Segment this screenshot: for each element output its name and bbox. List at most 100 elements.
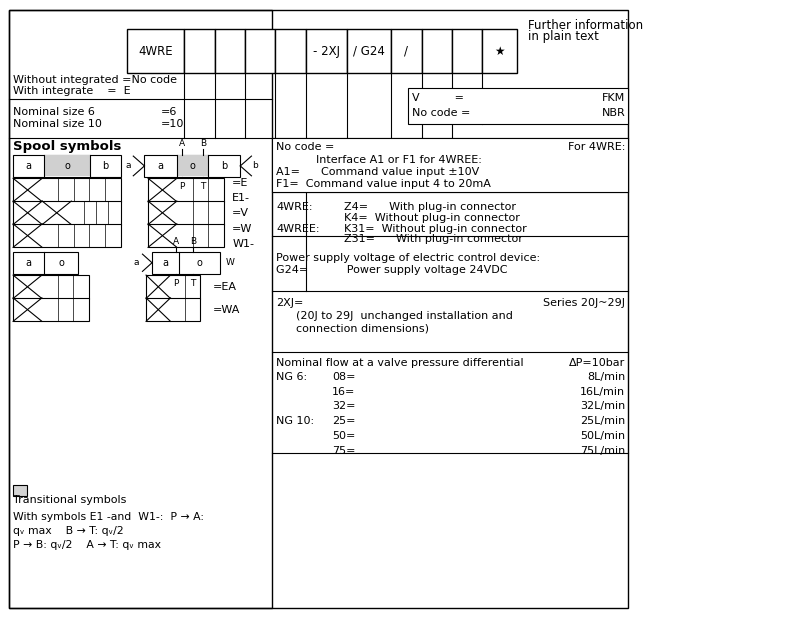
Text: 8L/min: 8L/min xyxy=(587,372,626,382)
Text: 25=: 25= xyxy=(332,417,356,426)
Bar xyxy=(184,29,214,74)
Text: B: B xyxy=(190,237,196,246)
Bar xyxy=(275,29,306,74)
Text: 16L/min: 16L/min xyxy=(580,387,626,397)
Text: 50L/min: 50L/min xyxy=(580,431,626,441)
Text: a: a xyxy=(126,161,131,171)
Text: W1-: W1- xyxy=(232,239,254,248)
Text: K31=  Without plug-in connector: K31= Without plug-in connector xyxy=(344,224,527,234)
Text: =W: =W xyxy=(232,224,253,234)
Text: a: a xyxy=(158,161,164,171)
Text: o: o xyxy=(190,161,195,171)
Text: With symbols E1 -and  W1-:  P → A:: With symbols E1 -and W1-: P → A: xyxy=(13,512,204,522)
Text: =6: =6 xyxy=(161,107,177,117)
Text: Z31=      With plug-in connector: Z31= With plug-in connector xyxy=(344,234,523,244)
Text: / G24: / G24 xyxy=(354,44,385,57)
Bar xyxy=(13,485,27,496)
Text: o: o xyxy=(64,161,70,171)
Bar xyxy=(148,201,224,224)
Text: A: A xyxy=(173,237,179,246)
Text: a: a xyxy=(162,258,169,268)
Bar xyxy=(9,10,272,608)
Bar xyxy=(13,178,121,201)
Text: a: a xyxy=(26,161,32,171)
Text: 50=: 50= xyxy=(332,431,355,441)
Bar xyxy=(214,29,245,74)
Text: 4WRE: 4WRE xyxy=(138,44,173,57)
Bar xyxy=(152,252,220,274)
Text: V          =: V = xyxy=(412,93,464,103)
Text: NBR: NBR xyxy=(602,108,626,118)
Bar xyxy=(422,29,452,74)
Bar xyxy=(347,29,391,74)
Text: NG 10:: NG 10: xyxy=(276,417,314,426)
Text: 16=: 16= xyxy=(332,387,355,397)
Text: Nominal size 10: Nominal size 10 xyxy=(13,119,102,129)
Text: T: T xyxy=(200,182,206,192)
Text: No code =: No code = xyxy=(412,108,470,118)
Text: T: T xyxy=(190,279,195,287)
Bar xyxy=(148,224,224,247)
Text: A: A xyxy=(178,139,185,148)
Text: NG 6:: NG 6: xyxy=(276,372,307,382)
Text: qᵥ max    B → T: qᵥ/2: qᵥ max B → T: qᵥ/2 xyxy=(13,526,123,536)
Text: With integrate    =  E: With integrate = E xyxy=(13,86,130,96)
Text: FKM: FKM xyxy=(602,93,626,103)
Text: Power supply voltage of electric control device:: Power supply voltage of electric control… xyxy=(276,253,540,263)
Bar xyxy=(146,298,200,321)
Text: For 4WRE:: For 4WRE: xyxy=(568,142,626,153)
Bar xyxy=(13,252,78,274)
Bar xyxy=(13,224,121,247)
Text: B: B xyxy=(200,139,206,148)
Text: Spool symbols: Spool symbols xyxy=(13,140,121,153)
Text: K4=  Without plug-in connector: K4= Without plug-in connector xyxy=(344,213,520,222)
Bar xyxy=(272,138,628,192)
Bar xyxy=(145,155,240,177)
Text: W: W xyxy=(226,258,234,267)
Bar xyxy=(146,275,200,298)
Text: o: o xyxy=(197,258,202,268)
Bar xyxy=(408,88,628,124)
Text: P: P xyxy=(173,279,178,287)
Text: in plain text: in plain text xyxy=(528,30,598,43)
Text: a: a xyxy=(26,258,31,268)
Text: =E: =E xyxy=(232,178,249,188)
Bar xyxy=(13,201,121,224)
Text: /: / xyxy=(404,44,408,57)
Text: Further information: Further information xyxy=(528,19,643,32)
Bar xyxy=(13,298,89,321)
Text: Transitional symbols: Transitional symbols xyxy=(13,495,126,505)
Text: 4WREE:: 4WREE: xyxy=(276,224,320,234)
Text: 4WRE:: 4WRE: xyxy=(276,202,313,212)
Text: 32=: 32= xyxy=(332,402,356,412)
Bar xyxy=(127,29,184,74)
Text: P: P xyxy=(179,182,185,192)
Text: o: o xyxy=(58,258,64,268)
Text: (20J to 29J  unchanged installation and: (20J to 29J unchanged installation and xyxy=(296,311,513,321)
Bar xyxy=(391,29,422,74)
Text: b: b xyxy=(221,161,227,171)
Text: Series 20J~29J: Series 20J~29J xyxy=(543,298,626,308)
Text: ΔP=10bar: ΔP=10bar xyxy=(569,358,626,368)
Bar xyxy=(44,156,90,176)
Bar xyxy=(177,156,208,176)
Bar xyxy=(13,155,121,177)
Bar xyxy=(482,29,518,74)
Bar xyxy=(306,29,347,74)
Text: Without integrated =No code: Without integrated =No code xyxy=(13,75,177,85)
Text: E1-: E1- xyxy=(232,193,250,203)
Text: Z4=      With plug-in connector: Z4= With plug-in connector xyxy=(344,202,516,212)
Text: G24=           Power supply voltage 24VDC: G24= Power supply voltage 24VDC xyxy=(276,265,508,275)
Text: 75L/min: 75L/min xyxy=(580,446,626,456)
Text: =10: =10 xyxy=(161,119,184,129)
Text: 32L/min: 32L/min xyxy=(580,402,626,412)
Text: - 2XJ: - 2XJ xyxy=(313,44,340,57)
Text: =WA: =WA xyxy=(212,305,240,315)
Text: =EA: =EA xyxy=(212,282,236,292)
Bar xyxy=(13,275,89,298)
Text: A1=      Command value input ±10V: A1= Command value input ±10V xyxy=(276,167,479,177)
Bar xyxy=(452,29,482,74)
Bar xyxy=(9,10,628,608)
Text: No code =: No code = xyxy=(276,142,334,153)
Text: 08=: 08= xyxy=(332,372,356,382)
